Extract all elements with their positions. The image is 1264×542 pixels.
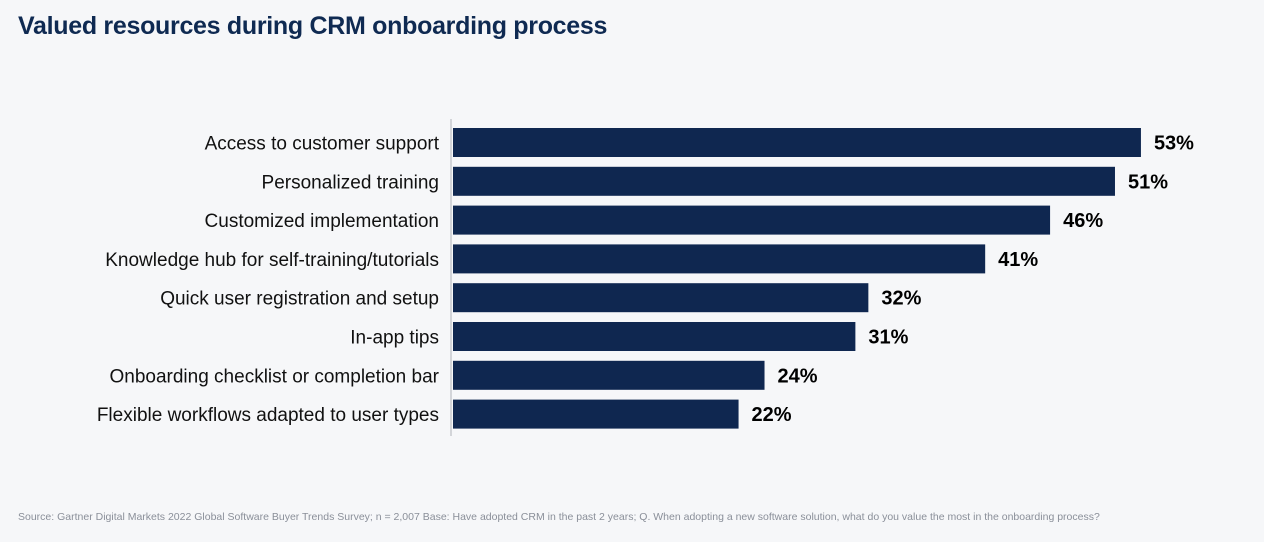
category-label-2: Customized implementation xyxy=(205,211,439,232)
category-label-6: Onboarding checklist or completion bar xyxy=(109,366,439,387)
bar-chart: Access to customer support 53% Personalize… xyxy=(97,119,1194,436)
value-label-6: 24% xyxy=(778,365,818,387)
bar-2 xyxy=(453,205,1051,235)
value-label-1: 51% xyxy=(1128,171,1168,193)
bar-0 xyxy=(453,128,1141,157)
value-label-7: 22% xyxy=(752,404,792,426)
bar-4 xyxy=(453,283,869,313)
bar-5 xyxy=(453,322,856,351)
value-label-0: 53% xyxy=(1154,133,1194,155)
chart-title: Valued resources during CRM onboarding p… xyxy=(18,12,608,40)
bar-1 xyxy=(453,166,1115,196)
value-label-2: 46% xyxy=(1063,210,1103,232)
bar-3 xyxy=(453,244,986,274)
value-label-5: 31% xyxy=(868,327,908,349)
bars-group: Access to customer support 53% Personalize… xyxy=(97,128,1194,429)
category-label-1: Personalized training xyxy=(262,172,439,193)
value-label-3: 41% xyxy=(998,249,1038,271)
category-label-3: Knowledge hub for self-training/tutorial… xyxy=(105,250,439,271)
bar-7 xyxy=(453,399,739,429)
category-label-7: Flexible workflows adapted to user types xyxy=(97,405,439,426)
category-label-5: In-app tips xyxy=(350,328,439,349)
bar-6 xyxy=(453,360,765,390)
source-note: Source: Gartner Digital Markets 2022 Glo… xyxy=(18,511,1100,523)
value-label-4: 32% xyxy=(881,288,921,310)
category-label-4: Quick user registration and setup xyxy=(160,289,439,310)
category-label-0: Access to customer support xyxy=(205,134,440,155)
